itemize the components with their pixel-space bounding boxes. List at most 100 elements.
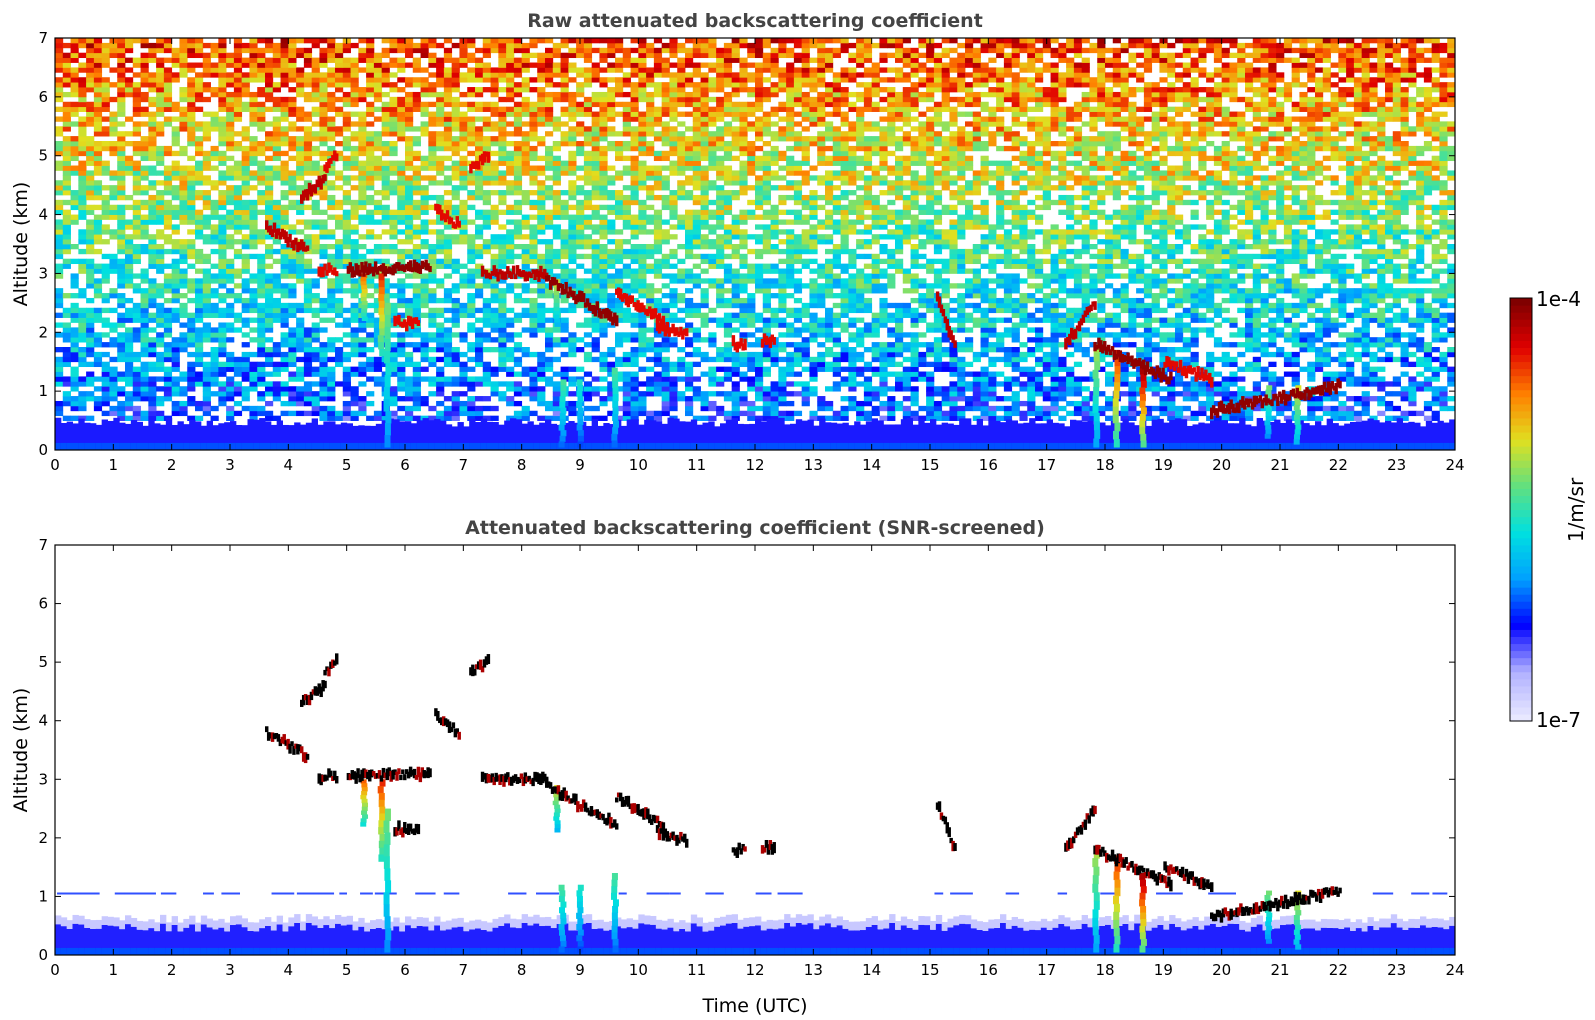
noise-cell [1353,307,1363,314]
noise-cell [1175,391,1184,397]
noise-cell [467,366,476,372]
noise-cell [537,258,546,265]
noise-cell [902,229,911,235]
noise-cell [988,371,997,377]
noise-cell [1175,381,1184,387]
noise-cell [1423,312,1433,318]
noise-cell [1322,396,1331,402]
noise-cell [93,307,103,314]
noise-cell [537,400,546,407]
noise-cell [451,322,460,328]
noise-cell [848,302,857,309]
noise-cell [358,381,367,387]
noise-cell [210,351,219,358]
noise-cell [272,317,281,323]
noise-cell [381,297,390,304]
noise-cell [475,273,484,279]
noise-cell [801,386,810,392]
noise-cell [871,342,880,348]
noise-cell [218,219,227,225]
noise-cell [825,283,834,289]
noise-cell [195,371,204,377]
noise-cell [879,307,888,314]
noise-cell [1237,307,1246,314]
noise-cell [902,273,911,279]
noise-cell [498,253,507,260]
noise-cell [856,229,865,235]
noise-cell [86,234,95,240]
noise-cell [459,366,468,372]
noise-cell [568,278,577,284]
noise-cell [661,337,670,343]
noise-cell [475,327,484,333]
noise-cell [895,263,904,269]
noise-cell [1447,381,1455,387]
noise-cell [1143,229,1153,235]
noise-cell [622,248,631,255]
noise-cell [342,381,351,387]
noise-cell [708,244,717,250]
noise-cell [1073,400,1083,407]
noise-cell [630,376,639,382]
noise-cell [1167,400,1176,407]
noise-cell [692,327,701,333]
noise-cell [303,371,313,377]
noise-cell [288,337,297,343]
noise-cell [537,356,546,363]
noise-cell [226,293,235,299]
noise-cell [1385,391,1394,397]
noise-cell [436,248,445,255]
noise-cell [545,405,554,412]
noise-cell [1400,386,1409,392]
noise-cell [1268,263,1277,269]
noise-cell [78,351,87,358]
noise-cell [1073,361,1083,368]
noise-cell [459,263,468,269]
noise-cell [475,317,484,323]
noise-cell [871,410,880,417]
noise-cell [1105,371,1114,377]
noise-cell [941,229,950,235]
noise-cell [1175,258,1184,265]
noise-cell [941,415,950,421]
noise-cell [1431,244,1440,250]
noise-cell [809,293,818,299]
noise-cell [55,224,64,230]
noise-cell [972,376,981,382]
noise-cell [288,356,297,363]
noise-cell [848,278,857,284]
noise-cell [731,288,740,294]
noise-cell [288,263,297,269]
noise-cell [1159,244,1168,250]
noise-cell [513,332,523,338]
noise-cell [560,244,569,250]
noise-cell [218,322,227,328]
noise-cell [70,293,79,299]
noise-cell [179,410,188,417]
noise-cell [902,376,911,382]
noise-cell [467,415,476,421]
noise-cell [848,337,857,343]
noise-cell [428,415,437,421]
noise-cell [957,283,966,289]
noise-cell [832,356,841,363]
noise-cell [171,273,180,279]
noise-cell [1120,415,1129,421]
noise-cell [1019,244,1028,250]
noise-cell [615,376,624,382]
noise-cell [1151,376,1160,382]
noise-cell [506,239,515,245]
noise-cell [1198,327,1207,333]
noise-cell [1400,391,1409,397]
noise-cell [1353,312,1363,318]
noise-cell [825,347,834,353]
noise-cell [428,268,437,274]
noise-cell [1027,268,1036,274]
noise-cell [1369,371,1378,377]
noise-cell [405,229,414,235]
noise-cell [646,342,655,348]
noise-cell [101,361,110,368]
noise-cell [249,229,258,235]
noise-cell [373,302,383,309]
noise-cell [1019,234,1028,240]
